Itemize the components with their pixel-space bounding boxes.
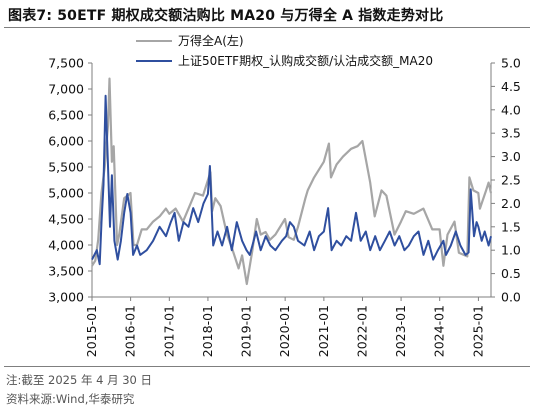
x-axis: 2015-01 2016-01 2017-01 2018-01 2019-01 2020-… <box>84 296 491 357</box>
left-tick-label: 6,500 <box>48 108 84 123</box>
left-tick-label: 7,000 <box>48 82 84 97</box>
x-tick-label: 2018-01 <box>200 305 215 357</box>
chart: 3,000 3,500 4,000 4,500 5,000 5,500 6,000 6,500… <box>48 56 521 358</box>
right-tick-label: 2.5 <box>501 173 521 188</box>
right-axis: 0.0 0.5 1.0 1.5 2.0 2.5 3.0 3.5 4.0 4.5 5.0 <box>490 56 521 305</box>
right-tick-label: 1.0 <box>501 243 521 258</box>
legend-item-wind-a: 万得全A(左) <box>136 31 433 51</box>
legend-swatch-ratio-ma20 <box>136 59 172 63</box>
legend: 万得全A(左) 上证50ETF期权_认购成交额/认沽成交额_MA20 <box>136 31 433 71</box>
right-tick-label: 3.5 <box>501 126 521 141</box>
x-tick-label: 2024-01 <box>432 305 447 357</box>
right-tick-label: 4.5 <box>501 79 521 94</box>
right-tick-label: 4.0 <box>501 102 521 117</box>
series-line-ratio-ma20 <box>91 94 492 266</box>
x-tick-label: 2019-01 <box>239 305 254 357</box>
footer-divider <box>4 366 530 367</box>
right-tick-label: 0.5 <box>501 266 521 281</box>
left-tick-label: 5,500 <box>48 160 84 175</box>
x-tick-label: 2015-01 <box>84 305 99 357</box>
left-tick-label: 7,500 <box>48 56 84 71</box>
source-note: 资料来源:Wind,华泰研究 <box>6 392 135 406</box>
left-tick-label: 4,000 <box>48 238 84 253</box>
x-tick-label: 2020-01 <box>277 305 292 357</box>
left-tick-label: 6,000 <box>48 134 84 149</box>
legend-label-wind-a: 万得全A(左) <box>178 34 244 48</box>
x-tick-label: 2025-01 <box>470 305 485 357</box>
right-tick-label: 0.0 <box>501 290 521 305</box>
right-tick-label: 2.0 <box>501 196 521 211</box>
plot-area <box>91 77 493 286</box>
x-tick-label: 2023-01 <box>393 305 408 357</box>
x-tick-label: 2017-01 <box>161 305 176 357</box>
left-tick-label: 5,000 <box>48 186 84 201</box>
x-tick-label: 2016-01 <box>123 305 138 357</box>
chart-title: 图表7: 50ETF 期权成交额沽购比 MA20 与万得全 A 指数走势对比 <box>8 8 444 24</box>
x-tick-label: 2022-01 <box>354 305 369 357</box>
right-axis-ticks: 0.0 0.5 1.0 1.5 2.0 2.5 3.0 3.5 4.0 4.5 5.0 <box>491 56 521 305</box>
left-tick-label: 3,500 <box>48 264 84 279</box>
legend-item-ratio-ma20: 上证50ETF期权_认购成交额/认沽成交额_MA20 <box>136 51 433 71</box>
title-divider <box>4 27 530 28</box>
right-tick-label: 5.0 <box>501 56 521 71</box>
legend-label-ratio-ma20: 上证50ETF期权_认购成交额/认沽成交额_MA20 <box>178 54 433 68</box>
left-tick-label: 3,000 <box>48 290 84 305</box>
right-tick-label: 1.5 <box>501 219 521 234</box>
x-tick-label: 2021-01 <box>316 305 331 357</box>
left-axis: 3,000 3,500 4,000 4,500 5,000 5,500 6,000 6,500… <box>48 56 93 305</box>
right-tick-label: 3.0 <box>501 149 521 164</box>
legend-swatch-wind-a <box>136 39 172 43</box>
x-axis-ticks: 2015-01 2016-01 2017-01 2018-01 2019-01 2020-… <box>84 297 485 357</box>
left-tick-label: 4,500 <box>48 212 84 227</box>
footnote: 注:截至 2025 年 4 月 30 日 <box>6 373 153 387</box>
left-axis-ticks: 3,000 3,500 4,000 4,500 5,000 5,500 6,000 6,500… <box>48 56 92 305</box>
